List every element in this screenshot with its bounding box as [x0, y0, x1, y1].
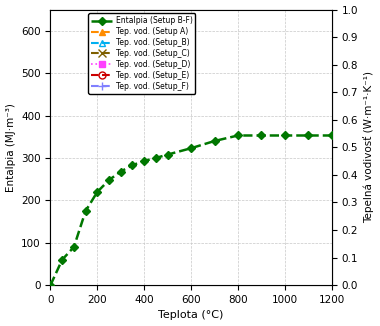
Entalpia (Setup B-F) [212, 139, 217, 143]
Line: Entalpia (Setup B-F): Entalpia (Setup B-F) [48, 132, 335, 288]
Tep. vod. (Setup_F) [247, 10, 252, 14]
Entalpia (Setup B-F) [71, 245, 76, 249]
Tep. vod. (Setup_E) [72, 241, 76, 244]
Tep. vod. (Setup_C) [95, 241, 100, 244]
Tep. vod. (Setup_F) [71, 134, 76, 138]
Tep. vod. (Setup_F) [189, 259, 193, 262]
Tep. vod. (Setup_D) [53, 241, 57, 244]
Line: Tep. vod. (Setup A): Tep. vod. (Setup A) [52, 249, 78, 256]
Tep. vod. (Setup_F) [71, 241, 76, 244]
Tep. vod. (Setup_E) [165, 259, 170, 262]
Tep. vod. (Setup_B) [53, 250, 57, 254]
Tep. vod. (Setup_E) [142, 264, 146, 268]
Line: Tep. vod. (Setup_D): Tep. vod. (Setup_D) [52, 161, 170, 269]
Entalpia (Setup B-F) [130, 163, 135, 167]
Legend: Entalpia (Setup B-F), Tep. vod. (Setup A), Tep. vod. (Setup_B), Tep. vod. (Setup: Entalpia (Setup B-F), Tep. vod. (Setup A… [88, 13, 195, 94]
Tep. vod. (Setup_F) [95, 241, 100, 244]
Entalpia (Setup B-F) [48, 283, 53, 287]
Entalpia (Setup B-F) [60, 258, 65, 262]
Line: Tep. vod. (Setup_C): Tep. vod. (Setup_C) [51, 238, 101, 256]
Entalpia (Setup B-F) [154, 156, 158, 160]
Tep. vod. (Setup_F) [329, 10, 334, 14]
Tep. vod. (Setup_F) [283, 10, 287, 14]
Tep. vod. (Setup_E) [236, 187, 240, 191]
Entalpia (Setup B-F) [165, 153, 170, 156]
Tep. vod. (Setup_F) [53, 241, 57, 244]
Entalpia (Setup B-F) [283, 134, 287, 138]
Tep. vod. (Setup_E) [189, 259, 193, 262]
Tep. vod. (Setup_E) [71, 162, 76, 166]
Tep. vod. (Setup_F) [119, 241, 123, 244]
Entalpia (Setup B-F) [259, 134, 264, 138]
Tep. vod. (Setup_D) [142, 264, 146, 268]
Tep. vod. (Setup_F) [165, 259, 170, 262]
Tep. vod. (Setup_D) [165, 259, 170, 262]
Tep. vod. (Setup_C) [53, 250, 57, 254]
Tep. vod. (Setup_D) [95, 241, 100, 244]
Tep. vod. (Setup_E) [119, 241, 123, 244]
Tep. vod. (Setup_E) [71, 241, 76, 244]
Y-axis label: Entalpia (MJ·m⁻³): Entalpia (MJ·m⁻³) [6, 103, 16, 192]
Entalpia (Setup B-F) [83, 209, 88, 213]
Entalpia (Setup B-F) [119, 170, 123, 173]
Tep. vod. (Setup_F) [236, 187, 240, 191]
Tep. vod. (Setup A) [71, 250, 76, 254]
Entalpia (Setup B-F) [189, 146, 193, 150]
Entalpia (Setup B-F) [95, 190, 100, 194]
Tep. vod. (Setup_F) [72, 241, 76, 244]
Y-axis label: Tepelná vodivosť (W·m⁻¹·K⁻¹): Tepelná vodivosť (W·m⁻¹·K⁻¹) [364, 71, 374, 223]
Tep. vod. (Setup_E) [53, 241, 57, 244]
Tep. vod. (Setup_D) [71, 162, 76, 166]
Entalpia (Setup B-F) [329, 134, 334, 138]
Tep. vod. (Setup_E) [212, 259, 217, 262]
Tep. vod. (Setup_D) [119, 241, 123, 244]
Tep. vod. (Setup_F) [142, 264, 146, 268]
Tep. vod. (Setup_B) [71, 241, 76, 244]
Tep. vod. (Setup A) [53, 250, 57, 254]
Entalpia (Setup B-F) [142, 159, 146, 163]
Line: Tep. vod. (Setup_E): Tep. vod. (Setup_E) [52, 160, 253, 269]
Entalpia (Setup B-F) [107, 178, 111, 182]
Tep. vod. (Setup_D) [72, 241, 76, 244]
Tep. vod. (Setup_F) [306, 10, 310, 14]
Tep. vod. (Setup_F) [212, 259, 217, 262]
Tep. vod. (Setup_C) [71, 241, 76, 244]
Tep. vod. (Setup_D) [71, 241, 76, 244]
Tep. vod. (Setup_F) [259, 10, 264, 14]
Entalpia (Setup B-F) [236, 134, 240, 138]
Entalpia (Setup B-F) [306, 134, 310, 138]
Line: Tep. vod. (Setup_B): Tep. vod. (Setup_B) [52, 239, 78, 256]
Tep. vod. (Setup_E) [95, 241, 100, 244]
Tep. vod. (Setup_E) [247, 187, 252, 191]
Tep. vod. (Setup_F) [245, 184, 250, 188]
Line: Tep. vod. (Setup_F): Tep. vod. (Setup_F) [51, 8, 336, 270]
X-axis label: Teplota (°C): Teplota (°C) [158, 310, 224, 320]
